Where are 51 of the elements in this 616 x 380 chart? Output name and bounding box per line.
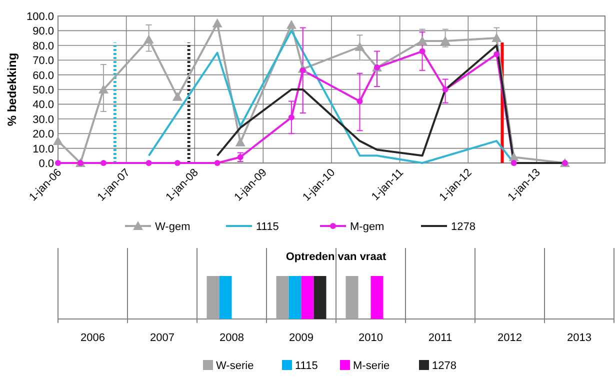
- x-tick-label: 2011: [428, 332, 452, 344]
- legend-label: W-serie: [216, 360, 254, 372]
- x-tick-label: 2007: [150, 332, 174, 344]
- point: [288, 114, 294, 120]
- y-tick-label: 90.0: [32, 26, 54, 38]
- legend-label: M-gem: [350, 221, 384, 233]
- y-tick-label: 80.0: [32, 40, 54, 52]
- point: [55, 160, 61, 166]
- y-tick-label: 60.0: [32, 70, 54, 82]
- chart-title: Optreden van vraat: [286, 251, 386, 263]
- point: [356, 98, 363, 104]
- point: [510, 160, 517, 166]
- legend-label: W-gem: [155, 221, 190, 233]
- x-tick-label: 2009: [289, 332, 314, 344]
- legend-label: 1115: [256, 221, 279, 233]
- y-axis-title: % bedekking: [5, 52, 19, 126]
- y-tick-label: 70.0: [32, 55, 54, 68]
- x-tick-label: 2013: [567, 332, 592, 344]
- point: [286, 20, 296, 29]
- y-tick-label: 30.0: [32, 114, 54, 126]
- x-tick-label: 2010: [358, 332, 383, 344]
- y-tick-label: 10.0: [32, 143, 54, 156]
- point: [212, 18, 222, 28]
- point: [440, 36, 450, 45]
- point: [53, 136, 63, 145]
- y-tick-label: 100.0: [26, 11, 54, 23]
- point: [492, 33, 502, 42]
- legend-label: 1278: [451, 221, 476, 233]
- y-tick-label: 20.0: [32, 128, 54, 141]
- point: [144, 34, 154, 44]
- point: [100, 160, 106, 166]
- point: [494, 51, 500, 58]
- point: [174, 160, 180, 166]
- point: [214, 160, 220, 166]
- point: [146, 160, 152, 166]
- point: [172, 92, 182, 101]
- y-tick-label: 0.0: [38, 158, 54, 170]
- y-tick-label: 50.0: [32, 84, 54, 96]
- point: [354, 42, 365, 51]
- legend-label: M-serie: [353, 360, 390, 372]
- point: [235, 137, 246, 146]
- legend-label: 1278: [432, 360, 456, 372]
- x-tick-label: 2008: [220, 332, 244, 344]
- y-tick-label: 40.0: [32, 99, 54, 112]
- x-tick-label: 2012: [498, 332, 522, 344]
- legend-label: 1115: [295, 360, 318, 372]
- point: [417, 36, 428, 45]
- x-tick-label: 2006: [80, 332, 105, 344]
- point: [98, 84, 108, 94]
- point: [419, 48, 426, 54]
- point: [442, 86, 448, 92]
